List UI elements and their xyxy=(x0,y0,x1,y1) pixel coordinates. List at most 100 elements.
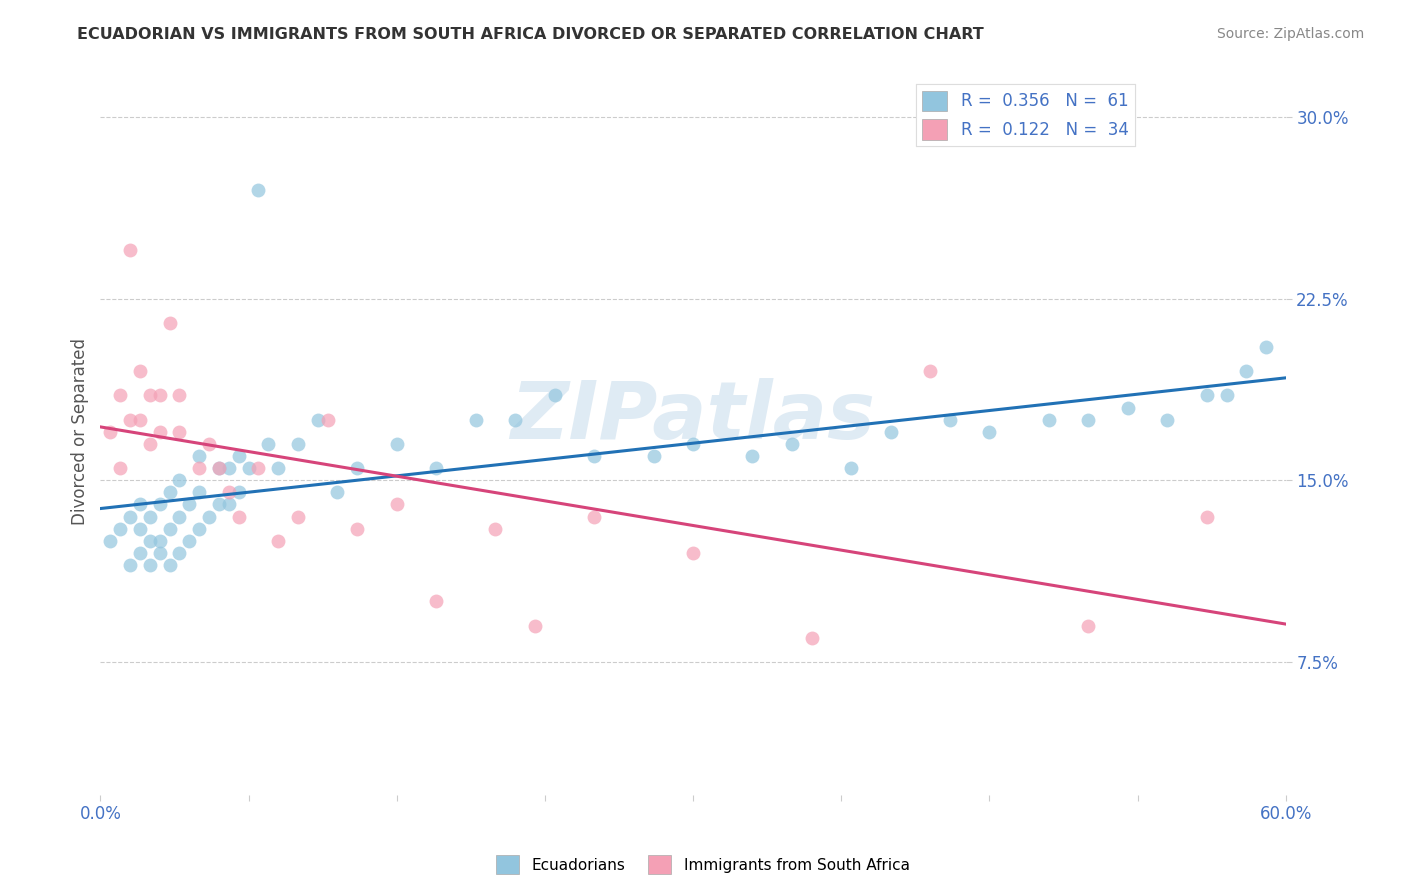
Point xyxy=(198,437,221,451)
Y-axis label: Divorced or Separated: Divorced or Separated xyxy=(72,338,89,525)
Point xyxy=(118,509,141,524)
Point xyxy=(149,425,172,439)
Point xyxy=(228,449,250,463)
Point xyxy=(169,546,191,560)
Point xyxy=(583,449,606,463)
Point xyxy=(1195,509,1218,524)
Point xyxy=(1254,340,1277,354)
Point xyxy=(139,533,162,548)
Point xyxy=(169,473,191,487)
Point xyxy=(118,412,141,426)
Point xyxy=(524,618,547,632)
Point xyxy=(159,522,181,536)
Point xyxy=(128,364,150,378)
Point xyxy=(1077,618,1099,632)
Point xyxy=(139,388,162,402)
Point xyxy=(385,437,408,451)
Point xyxy=(159,558,181,572)
Point xyxy=(1038,412,1060,426)
Point xyxy=(139,558,162,572)
Point xyxy=(425,461,447,475)
Point xyxy=(228,509,250,524)
Point xyxy=(228,485,250,500)
Point xyxy=(425,594,447,608)
Point xyxy=(218,485,240,500)
Point xyxy=(484,522,506,536)
Point xyxy=(208,498,231,512)
Point xyxy=(267,461,290,475)
Point xyxy=(188,522,211,536)
Point xyxy=(307,412,329,426)
Point xyxy=(179,498,201,512)
Point xyxy=(1116,401,1139,415)
Point xyxy=(118,558,141,572)
Point xyxy=(108,522,131,536)
Point xyxy=(247,461,270,475)
Text: ECUADORIAN VS IMMIGRANTS FROM SOUTH AFRICA DIVORCED OR SEPARATED CORRELATION CHA: ECUADORIAN VS IMMIGRANTS FROM SOUTH AFRI… xyxy=(77,27,984,42)
Point xyxy=(188,461,211,475)
Point xyxy=(128,412,150,426)
Text: Source: ZipAtlas.com: Source: ZipAtlas.com xyxy=(1216,27,1364,41)
Point xyxy=(128,522,150,536)
Point xyxy=(1156,412,1178,426)
Point xyxy=(267,533,290,548)
Point xyxy=(939,412,962,426)
Point xyxy=(169,509,191,524)
Point xyxy=(139,509,162,524)
Point xyxy=(1077,412,1099,426)
Legend: R =  0.356   N =  61, R =  0.122   N =  34: R = 0.356 N = 61, R = 0.122 N = 34 xyxy=(915,84,1135,146)
Point xyxy=(188,485,211,500)
Point xyxy=(839,461,862,475)
Point xyxy=(149,533,172,548)
Point xyxy=(159,485,181,500)
Point xyxy=(218,498,240,512)
Point xyxy=(247,183,270,197)
Point xyxy=(1234,364,1257,378)
Point xyxy=(179,533,201,548)
Point xyxy=(326,485,349,500)
Point xyxy=(346,522,368,536)
Point xyxy=(208,461,231,475)
Point xyxy=(238,461,260,475)
Point xyxy=(108,388,131,402)
Point xyxy=(208,461,231,475)
Point xyxy=(385,498,408,512)
Point xyxy=(188,449,211,463)
Point xyxy=(316,412,339,426)
Point xyxy=(159,316,181,330)
Text: ZIPatlas: ZIPatlas xyxy=(510,378,876,457)
Point xyxy=(682,546,704,560)
Point xyxy=(643,449,665,463)
Point xyxy=(139,437,162,451)
Point xyxy=(800,631,823,645)
Point xyxy=(128,546,150,560)
Point xyxy=(108,461,131,475)
Legend: Ecuadorians, Immigrants from South Africa: Ecuadorians, Immigrants from South Afric… xyxy=(491,849,915,880)
Point xyxy=(128,498,150,512)
Point xyxy=(1215,388,1237,402)
Point xyxy=(257,437,280,451)
Point xyxy=(98,425,121,439)
Point xyxy=(218,461,240,475)
Point xyxy=(682,437,704,451)
Point xyxy=(583,509,606,524)
Point xyxy=(346,461,368,475)
Point xyxy=(879,425,901,439)
Point xyxy=(169,388,191,402)
Point xyxy=(979,425,1001,439)
Point xyxy=(780,437,803,451)
Point xyxy=(741,449,763,463)
Point xyxy=(118,243,141,257)
Point xyxy=(464,412,486,426)
Point xyxy=(149,498,172,512)
Point xyxy=(287,509,309,524)
Point xyxy=(149,546,172,560)
Point xyxy=(149,388,172,402)
Point xyxy=(169,425,191,439)
Point xyxy=(920,364,942,378)
Point xyxy=(287,437,309,451)
Point xyxy=(544,388,567,402)
Point xyxy=(1195,388,1218,402)
Point xyxy=(198,509,221,524)
Point xyxy=(503,412,526,426)
